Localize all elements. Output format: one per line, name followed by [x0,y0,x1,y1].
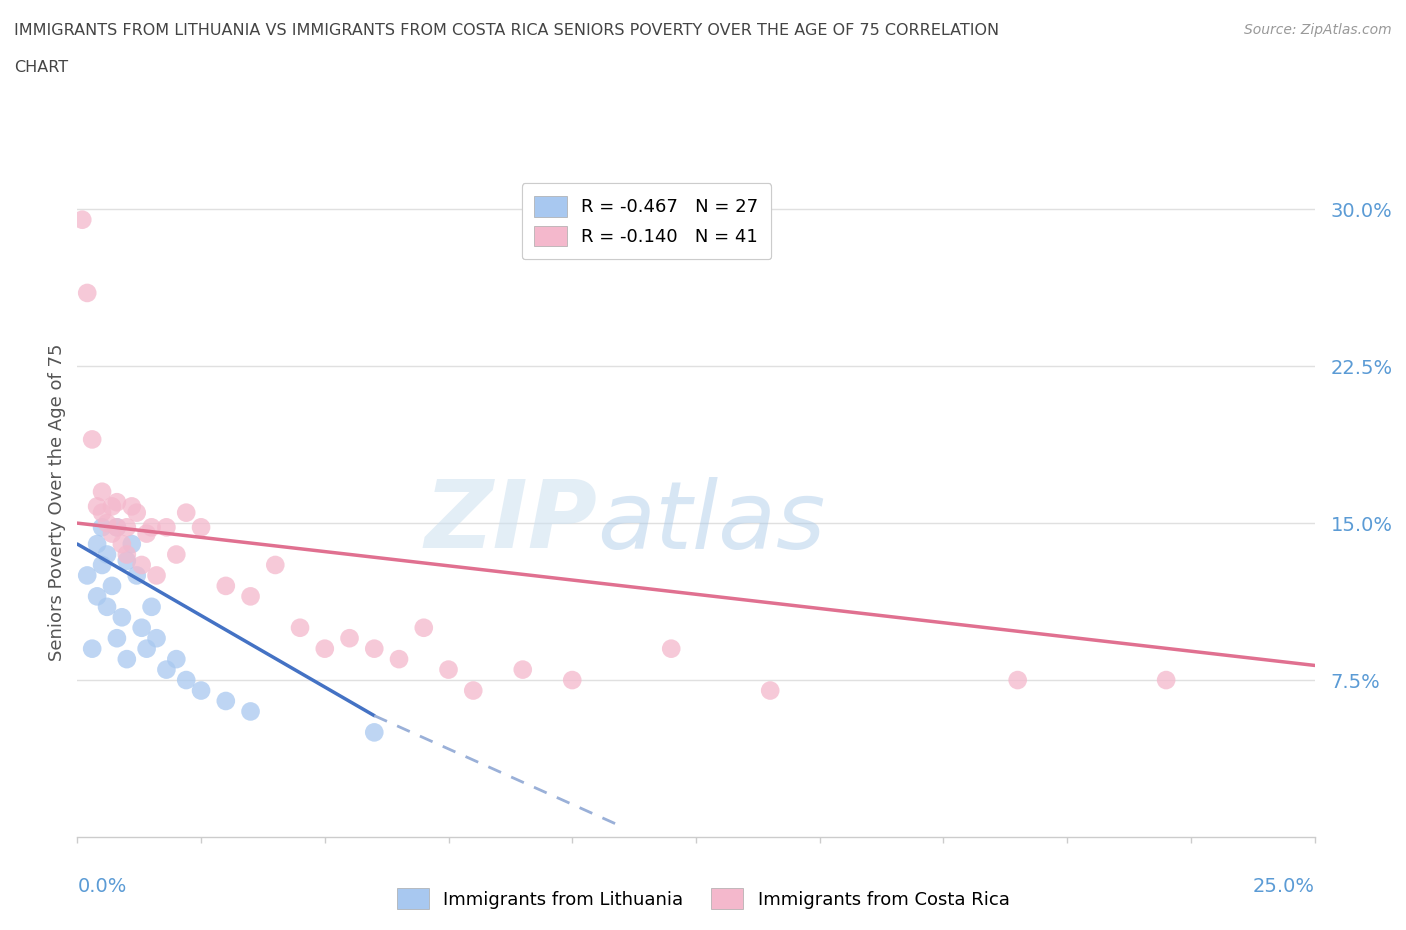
Point [437,662,460,677]
Point [463,683,485,698]
Point [145,631,167,645]
Point [115,553,138,568]
Point [165,547,187,562]
Point [141,520,163,535]
Point [76,286,98,300]
Point [125,568,148,583]
Point [659,642,682,657]
Point [363,725,385,740]
Point [121,537,143,551]
Point [1007,672,1029,687]
Point [121,499,143,514]
Point [72,212,94,227]
Point [76,568,98,583]
Text: IMMIGRANTS FROM LITHUANIA VS IMMIGRANTS FROM COSTA RICA SENIORS POVERTY OVER THE: IMMIGRANTS FROM LITHUANIA VS IMMIGRANTS … [14,23,1000,38]
Point [561,672,583,687]
Point [145,568,167,583]
Text: atlas: atlas [598,477,825,568]
Point [86,589,108,604]
Point [215,578,238,593]
Point [388,652,411,667]
Point [91,558,114,573]
Point [215,694,238,709]
Point [1154,672,1177,687]
Point [174,672,197,687]
Point [91,485,114,499]
Point [131,620,153,635]
Point [190,683,212,698]
Point [155,662,177,677]
Point [759,683,782,698]
Point [288,620,311,635]
Point [101,526,124,541]
Point [135,526,157,541]
Legend: R = -0.467   N = 27, R = -0.140   N = 41: R = -0.467 N = 27, R = -0.140 N = 41 [522,183,770,259]
Point [91,520,114,535]
Point [363,642,385,657]
Y-axis label: Seniors Poverty Over the Age of 75: Seniors Poverty Over the Age of 75 [48,343,66,661]
Point [105,520,128,535]
Point [512,662,534,677]
Point [131,558,153,573]
Point [190,520,212,535]
Text: 0.0%: 0.0% [77,877,127,897]
Point [141,600,163,615]
Point [115,652,138,667]
Point [82,642,104,657]
Point [96,600,118,615]
Point [135,642,157,657]
Point [91,505,114,520]
Point [412,620,434,635]
Point [125,505,148,520]
Point [115,520,138,535]
Text: CHART: CHART [14,60,67,75]
Text: ZIP: ZIP [425,476,598,568]
Point [96,516,118,531]
Point [96,547,118,562]
Legend: Immigrants from Lithuania, Immigrants from Costa Rica: Immigrants from Lithuania, Immigrants fr… [389,881,1017,916]
Point [239,704,262,719]
Point [264,558,287,573]
Point [111,537,134,551]
Text: 25.0%: 25.0% [1253,877,1315,897]
Point [115,547,138,562]
Point [165,652,187,667]
Point [82,432,104,447]
Point [101,499,124,514]
Point [105,520,128,535]
Point [174,505,197,520]
Point [86,499,108,514]
Point [155,520,177,535]
Text: Source: ZipAtlas.com: Source: ZipAtlas.com [1244,23,1392,37]
Point [239,589,262,604]
Point [101,578,124,593]
Point [105,495,128,510]
Point [314,642,336,657]
Point [111,610,134,625]
Point [339,631,361,645]
Point [86,537,108,551]
Point [105,631,128,645]
